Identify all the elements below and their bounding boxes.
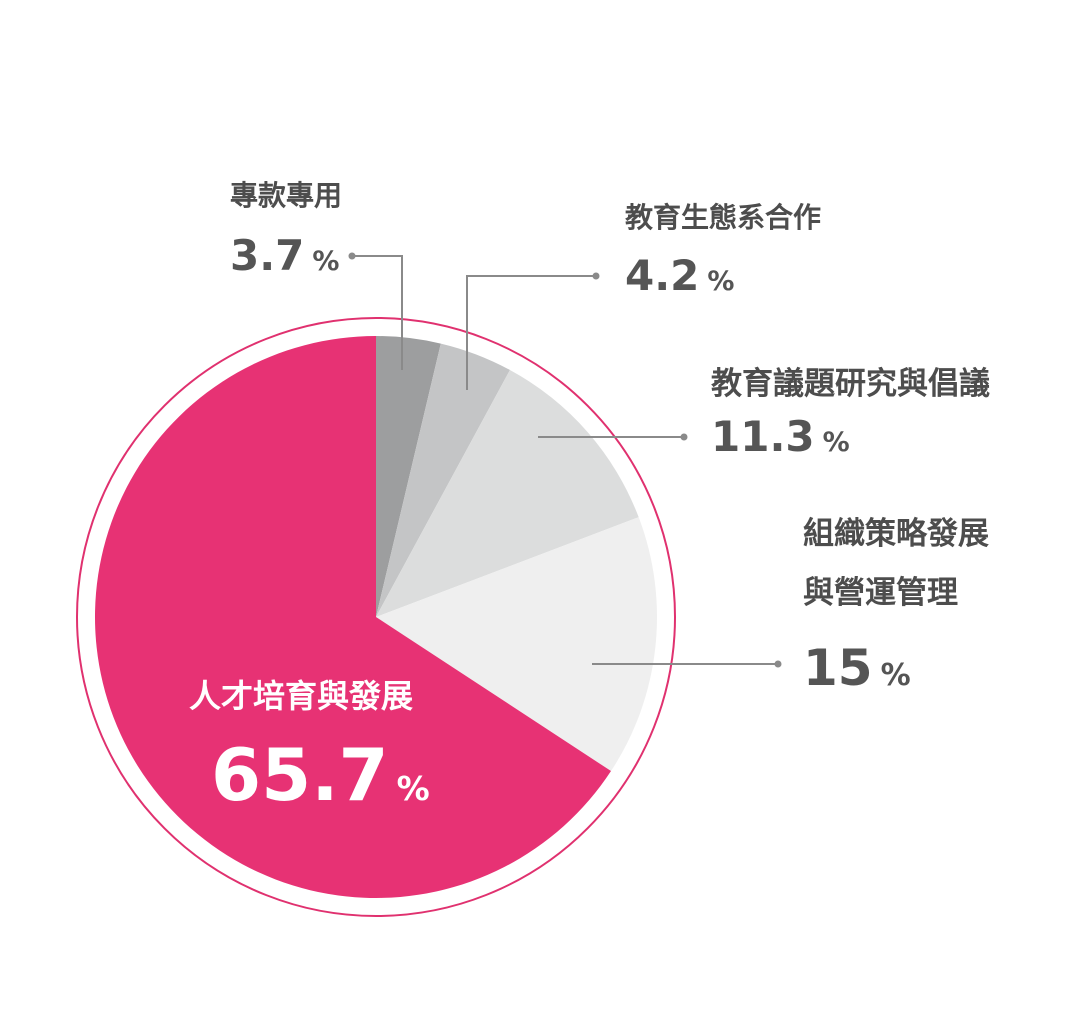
slice-label-2: 教育生態系合作 4.2% — [625, 201, 821, 300]
leader-dot-4 — [774, 660, 782, 668]
slice-label-value: 11.3% — [711, 412, 850, 461]
slice-label-value: 15% — [803, 639, 911, 697]
pie-outline-ring — [76, 317, 676, 917]
leader-line-2 — [466, 275, 596, 390]
pie-slice-1 — [376, 335, 441, 617]
pie-slice-4 — [376, 517, 657, 772]
slice-label-name: 組織策略發展 — [803, 516, 989, 552]
pie-slice-5 — [94, 336, 612, 898]
pie-slices — [94, 335, 657, 898]
slice-label-name: 教育生態系合作 — [625, 201, 821, 234]
slice-labels: 專款專用 3.7 % 教育生態系合作 4.2 % 教育議題研究與倡議 11.3 % 組織策略發展與… — [189, 179, 990, 817]
leader-lines — [348, 252, 782, 668]
pie-slice-2 — [376, 343, 510, 617]
slice-label-1: 專款專用 3.7% — [230, 179, 342, 280]
slice-label-name: 專款專用 — [230, 179, 342, 212]
leader-dot-3 — [680, 433, 688, 441]
pie-slice-3 — [376, 369, 639, 617]
slice-label-name: 教育議題研究與倡議 — [711, 366, 990, 402]
slice-label-5: 人才培育與發展 65.7% — [189, 677, 430, 817]
slice-label-value: 4.2% — [625, 251, 734, 300]
leader-dot-1 — [348, 252, 356, 260]
leader-line-1 — [352, 255, 403, 370]
slice-label-value: 65.7% — [211, 733, 430, 817]
leader-dot-2 — [592, 272, 600, 280]
slice-label-value: 3.7% — [230, 231, 339, 280]
slice-label-3: 教育議題研究與倡議 11.3% — [711, 366, 990, 461]
slice-label-name: 與營運管理 — [803, 575, 958, 611]
slice-label-name: 人才培育與發展 — [189, 677, 413, 715]
